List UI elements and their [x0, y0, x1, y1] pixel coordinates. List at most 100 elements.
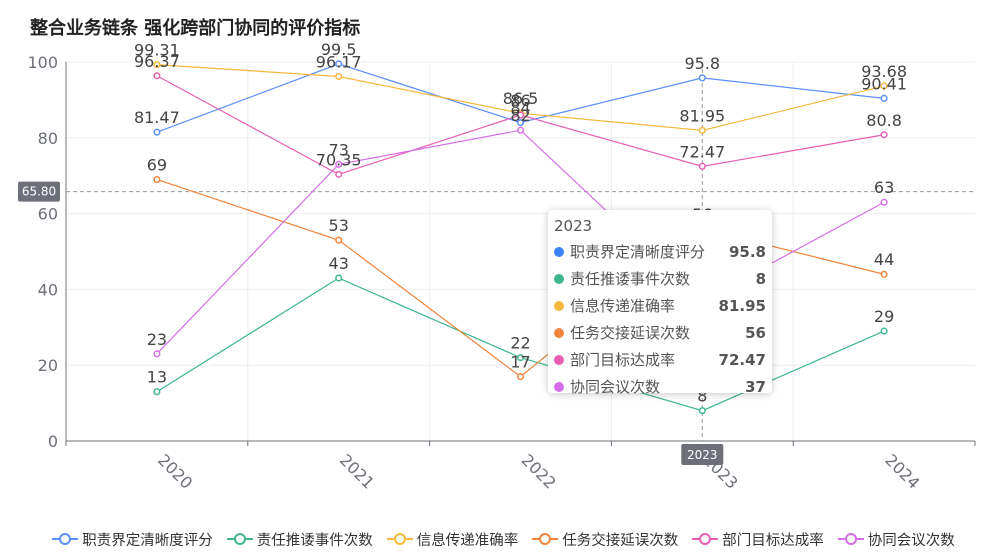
data-label: 86	[510, 91, 530, 110]
legend-label: 责任推诿事件次数	[256, 532, 373, 549]
legend-line-circle-icon	[837, 533, 864, 545]
legend-item[interactable]: 责任推诿事件次数	[226, 529, 373, 550]
tooltip-series-name: 信息传递准确率	[570, 297, 676, 315]
data-point	[516, 119, 525, 127]
tooltip-series-value: 8	[755, 269, 766, 288]
data-label: 95.8	[684, 54, 720, 73]
data-label: 93.68	[861, 62, 907, 81]
data-label: 80.8	[866, 111, 902, 130]
data-label: 53	[329, 216, 349, 235]
chart-title: 整合业务链条 强化跨部门协同的评价指标	[30, 18, 361, 39]
data-point	[880, 198, 888, 206]
data-point	[335, 72, 343, 81]
data-label: 8	[697, 387, 707, 406]
tooltip-series-value: 72.47	[718, 350, 766, 369]
data-point	[698, 74, 706, 82]
series-color-dot-icon	[554, 273, 564, 284]
y-tick-label: 20	[38, 356, 58, 375]
data-label: 96.17	[316, 53, 362, 72]
legend-item[interactable]: 职责界定清晰度评分	[52, 529, 213, 550]
data-point	[335, 170, 343, 178]
data-point	[153, 128, 161, 136]
data-point	[516, 373, 525, 381]
data-label: 73	[329, 140, 349, 159]
data-point	[153, 175, 161, 184]
data-point	[880, 131, 888, 139]
tooltip-row: 信息传递准确率 81.95	[554, 292, 766, 319]
data-point	[880, 82, 888, 90]
tooltip-series-value: 95.8	[728, 242, 766, 261]
line-chart[interactable]: 0 20 40 60 80 100 2020 2021 2022 2023 2024 81.47 99…	[0, 0, 1007, 520]
legend-line-circle-icon	[386, 533, 413, 545]
data-point	[698, 407, 706, 415]
legend-line-circle-icon	[532, 533, 559, 545]
legend-item[interactable]: 任务交接延误次数	[532, 529, 678, 550]
crosshair-x-tag-bg	[681, 444, 724, 465]
tooltip-series-value: 37	[745, 377, 766, 396]
data-point	[516, 126, 525, 134]
crosshair-x-tag: 2023	[687, 448, 718, 462]
data-label: 81.95	[679, 106, 725, 125]
tooltip-row: 责任推诿事件次数 8	[554, 265, 766, 292]
legend-item[interactable]: 信息传递准确率	[386, 529, 518, 550]
legend-item[interactable]: 部门目标达成率	[692, 529, 824, 550]
legend-item[interactable]: 协同会议次数	[837, 529, 955, 550]
data-label: 63	[874, 178, 894, 197]
data-point	[698, 162, 706, 170]
data-point	[335, 236, 343, 244]
data-point	[516, 111, 525, 119]
series-line	[156, 129, 885, 355]
tooltip-series-name: 职责界定清晰度评分	[570, 243, 706, 261]
tooltip-row: 协同会议次数 37	[554, 373, 766, 400]
data-label: 23	[147, 330, 167, 349]
x-tick-label: 2022	[518, 450, 560, 492]
y-tick-label: 0	[48, 432, 58, 451]
data-point	[880, 94, 888, 102]
data-point	[880, 327, 888, 335]
data-point	[335, 60, 343, 68]
data-label: 86.5	[503, 89, 539, 108]
data-label: 72.47	[679, 142, 725, 161]
tooltip-row: 部门目标达成率 72.47	[554, 346, 766, 373]
series-color-dot-icon	[554, 381, 564, 392]
legend-label: 职责界定清晰度评分	[82, 532, 213, 549]
series-color-dot-icon	[554, 354, 564, 365]
data-point	[335, 274, 343, 282]
data-label: 29	[874, 307, 894, 326]
legend-line-circle-icon	[52, 533, 79, 545]
tooltip-series-name: 任务交接延误次数	[570, 324, 691, 342]
data-point	[516, 354, 525, 362]
legend-label: 部门目标达成率	[722, 532, 824, 549]
data-label: 22	[510, 334, 530, 353]
crosshair-y-tag-bg	[18, 181, 60, 202]
data-label: 81.47	[134, 108, 180, 127]
tooltip-series-value: 81.95	[718, 296, 766, 315]
legend-line-circle-icon	[226, 533, 253, 545]
legend-label: 协同会议次数	[867, 532, 955, 549]
y-tick-label: 100	[27, 53, 58, 72]
y-tick-label: 40	[38, 280, 58, 299]
crosshair-y-tag: 65.80	[22, 185, 56, 199]
data-label: 82	[510, 106, 530, 125]
data-label: 99.5	[321, 40, 357, 59]
axes: 0 20 40 60 80 100 2020 2021 2022 2023 2024	[27, 53, 976, 493]
data-label: 84	[510, 99, 530, 118]
data-label: 44	[874, 250, 894, 269]
data-labels: 81.47 99.5 84 95.8 90.41 13 43 22 8 29 99.31 96.17 8…	[134, 40, 907, 406]
data-point	[880, 270, 888, 278]
tooltip: 2023 职责界定清晰度评分 95.8 责任推诿事件次数 8 信息传递准确率 81.95 任…	[548, 210, 772, 396]
legend: 职责界定清晰度评分 责任推诿事件次数 信息传递准确率 任务交接延误次数 部门目标达成率 协…	[0, 528, 1007, 550]
data-point	[153, 350, 161, 358]
tooltip-row: 职责界定清晰度评分 95.8	[554, 238, 766, 265]
data-label: 43	[329, 254, 349, 273]
legend-label: 任务交接延误次数	[562, 532, 679, 549]
tooltip-series-name: 责任推诿事件次数	[570, 270, 691, 288]
data-label: 17	[510, 353, 530, 372]
y-tick-label: 60	[38, 205, 58, 224]
x-tick-label: 2020	[154, 450, 196, 492]
data-label: 70.35	[316, 150, 362, 169]
data-label: 99.31	[134, 41, 180, 60]
series-color-dot-icon	[554, 246, 564, 257]
data-label: 13	[147, 368, 167, 387]
